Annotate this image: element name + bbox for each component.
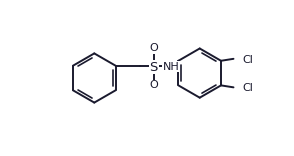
Text: O: O (149, 43, 158, 53)
Text: NH: NH (163, 62, 180, 72)
Text: Cl: Cl (242, 55, 253, 65)
Text: S: S (150, 61, 158, 74)
Text: O: O (149, 80, 158, 90)
Text: Cl: Cl (242, 83, 253, 93)
